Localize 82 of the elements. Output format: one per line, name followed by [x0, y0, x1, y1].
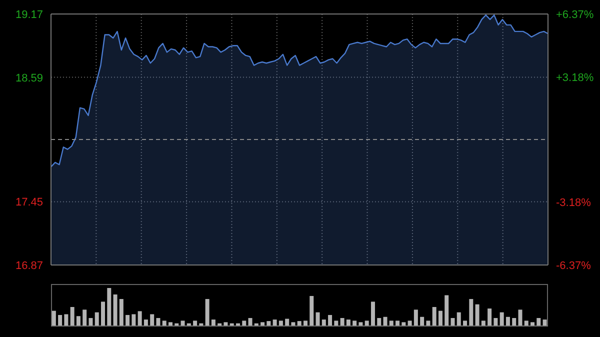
y2-tick-label: +6.37% — [556, 9, 594, 21]
bar — [278, 320, 283, 326]
bar — [408, 320, 412, 326]
y-tick-label: 18.59 — [15, 72, 43, 84]
bar — [193, 320, 198, 326]
bar — [76, 316, 80, 326]
y2-tick-label: -6.37% — [556, 260, 592, 272]
bar — [524, 320, 528, 326]
bar — [500, 312, 504, 326]
bar — [494, 318, 498, 326]
bar — [414, 310, 418, 326]
bar — [469, 299, 474, 326]
bar — [303, 320, 308, 326]
bar — [364, 320, 369, 326]
bar — [530, 322, 535, 326]
bar — [52, 310, 56, 326]
bar — [126, 314, 130, 326]
bar — [297, 321, 302, 326]
bar — [88, 318, 93, 326]
bar — [260, 322, 265, 326]
y2-tick-label: +3.18% — [556, 72, 594, 84]
bar — [180, 320, 185, 326]
bar — [132, 314, 136, 326]
bar — [488, 308, 492, 326]
bar — [481, 320, 486, 326]
y-tick-label: 17.45 — [15, 196, 43, 209]
bar — [211, 320, 216, 326]
bar — [138, 311, 142, 326]
bar — [352, 320, 357, 326]
bar — [536, 318, 541, 326]
bar — [291, 322, 296, 326]
bar — [512, 318, 516, 326]
bar — [248, 318, 252, 326]
bar — [144, 320, 148, 326]
bar — [438, 310, 442, 326]
bar — [389, 320, 394, 326]
bar — [456, 312, 461, 326]
bar — [113, 294, 118, 326]
bar — [119, 299, 124, 326]
bar — [346, 320, 350, 326]
bar — [370, 302, 375, 326]
bar — [94, 312, 99, 326]
bar — [64, 314, 68, 326]
bar — [518, 310, 522, 326]
y-tick-label: 19.17 — [15, 9, 43, 21]
bar — [82, 310, 87, 326]
bar — [542, 320, 547, 326]
bar — [272, 320, 277, 326]
bar — [322, 320, 326, 326]
bar — [328, 314, 332, 326]
bar — [285, 318, 290, 326]
bar — [383, 316, 388, 326]
bar — [396, 320, 400, 326]
bar — [358, 322, 363, 326]
bar — [420, 316, 424, 326]
bar — [150, 314, 154, 326]
bar — [377, 318, 382, 326]
bar — [70, 307, 74, 326]
bar — [224, 322, 228, 326]
bar — [334, 320, 338, 326]
bar — [242, 320, 246, 326]
bar — [101, 302, 106, 326]
y2-tick-label: -3.18% — [556, 197, 592, 210]
bar — [310, 296, 314, 326]
bar — [475, 304, 480, 326]
bar — [156, 318, 160, 326]
bar — [58, 314, 62, 326]
bar — [463, 320, 468, 326]
bar — [205, 299, 210, 326]
bar — [168, 322, 172, 326]
bar — [450, 318, 455, 326]
bar — [162, 320, 166, 326]
y-tick-label: 16.87 — [15, 260, 43, 272]
bar — [402, 322, 406, 326]
bar — [316, 312, 320, 326]
bar — [426, 320, 430, 326]
bar — [432, 307, 436, 326]
bar — [506, 316, 510, 326]
bar — [340, 318, 344, 326]
bar — [444, 295, 449, 326]
bar — [266, 321, 271, 326]
bar — [107, 288, 112, 326]
